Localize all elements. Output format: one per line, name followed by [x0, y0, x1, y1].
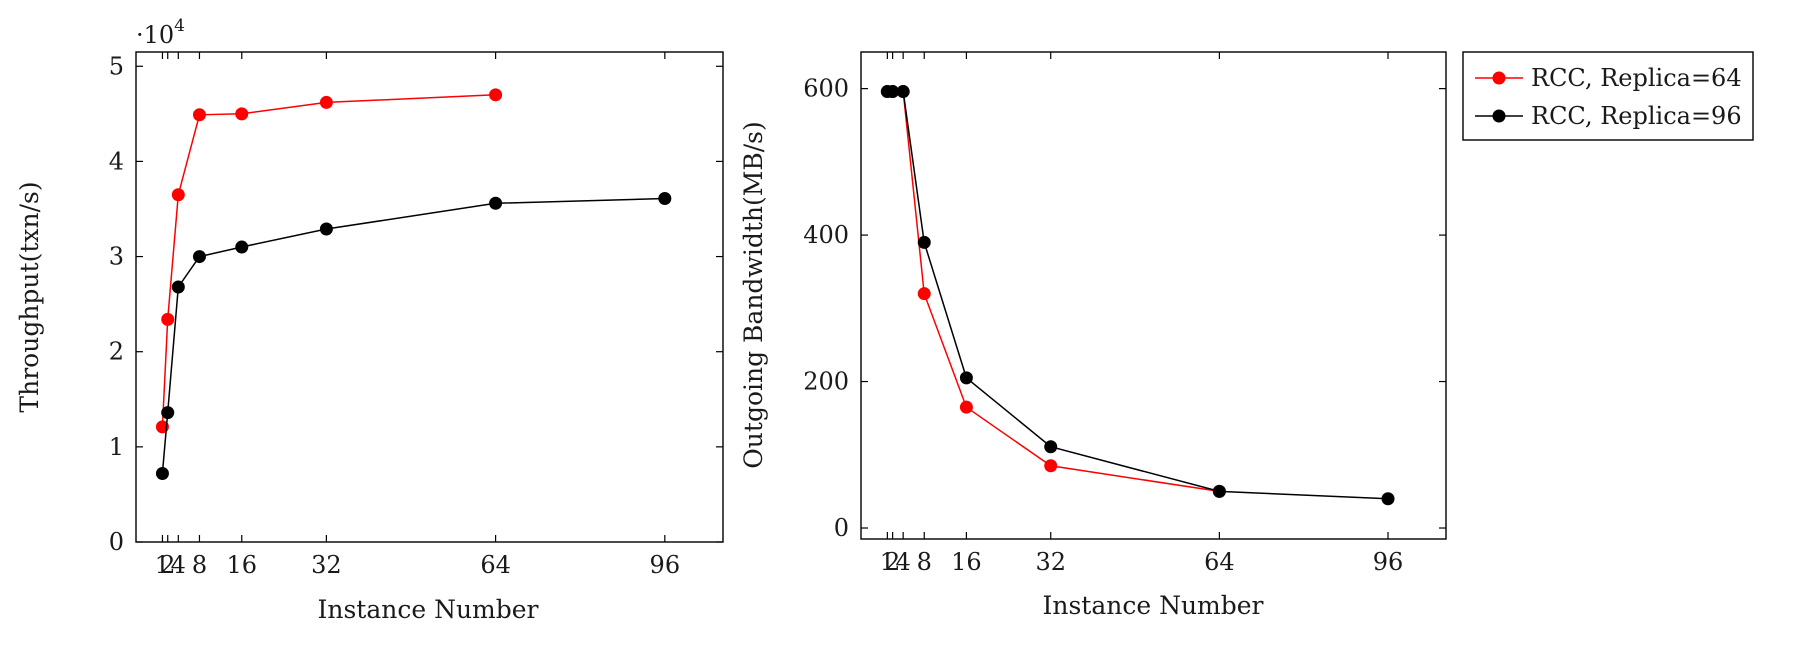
- bandwidth-point-replica-96: [896, 85, 910, 99]
- legend-label-replica-96: RCC, Replica=96: [1531, 102, 1742, 130]
- bandwidth-line-replica-64: [887, 90, 1220, 493]
- bandwidth-ticks: 124 8 16 32 64 96 0 200 400 600: [803, 52, 1446, 576]
- throughput-x-tick-label: 96: [650, 551, 681, 579]
- throughput-point-replica-96: [658, 192, 672, 206]
- bandwidth-chart: 124 8 16 32 64 96 0 200 400 600 Instance Number O…: [739, 51, 1447, 620]
- throughput-y-tick-label: 5: [109, 52, 124, 80]
- legend-marker-replica-96: [1492, 109, 1506, 123]
- legend: RCC, Replica=64 RCC, Replica=96: [1462, 51, 1754, 141]
- throughput-point-replica-64: [235, 107, 249, 121]
- bandwidth-y-tick-label: 400: [803, 221, 849, 249]
- bandwidth-y-tick-label: 0: [834, 514, 849, 542]
- throughput-y-tick-label: 4: [109, 147, 124, 175]
- bandwidth-plot-frame: [860, 51, 1447, 540]
- bandwidth-point-replica-96: [886, 85, 900, 99]
- bandwidth-point-replica-96: [1381, 492, 1395, 506]
- throughput-y-tick-label: 2: [109, 338, 124, 366]
- throughput-x-tick-label: 8: [192, 551, 207, 579]
- legend-marker-replica-64: [1492, 71, 1506, 85]
- bandwidth-x-tick-label: 32: [1035, 548, 1066, 576]
- throughput-x-tick-label: 1: [155, 551, 170, 579]
- throughput-point-replica-96: [155, 466, 169, 480]
- bandwidth-x-tick-label: 2: [885, 548, 900, 576]
- throughput-point-replica-64: [489, 88, 503, 102]
- throughput-y-scale-label: ·104: [136, 16, 185, 49]
- throughput-y-tick-label: 3: [109, 243, 124, 271]
- throughput-x-tick-label: 2: [160, 551, 175, 579]
- throughput-point-replica-64: [192, 108, 206, 122]
- throughput-x-tick-label: 64: [480, 551, 511, 579]
- throughput-x-tick-label: 4: [171, 551, 186, 579]
- bandwidth-x-tick-label: 8: [917, 548, 932, 576]
- throughput-point-replica-64: [171, 188, 185, 202]
- bandwidth-x-tick-label: 4: [896, 548, 911, 576]
- bandwidth-point-replica-96: [1044, 440, 1058, 454]
- throughput-series: [155, 88, 672, 480]
- legend-entry-replica-96: RCC, Replica=96: [1475, 102, 1742, 130]
- bandwidth-point-replica-64: [917, 287, 931, 301]
- bandwidth-line-replica-96: [887, 90, 1389, 500]
- bandwidth-x-tick-label: 96: [1373, 548, 1404, 576]
- throughput-x-tick-label: 16: [226, 551, 257, 579]
- throughput-point-replica-96: [161, 406, 175, 420]
- throughput-point-replica-96: [235, 240, 249, 254]
- throughput-point-replica-96: [319, 222, 333, 236]
- bandwidth-series: [880, 85, 1395, 506]
- bandwidth-point-replica-96: [1212, 484, 1226, 498]
- bandwidth-point-replica-96: [917, 235, 931, 249]
- throughput-point-replica-96: [489, 196, 503, 210]
- bandwidth-y-tick-label: 600: [803, 75, 849, 103]
- bandwidth-y-tick-label: 200: [803, 368, 849, 396]
- throughput-x-tick-label: 32: [311, 551, 342, 579]
- legend-label-replica-64: RCC, Replica=64: [1531, 64, 1742, 92]
- bandwidth-point-replica-96: [959, 371, 973, 385]
- throughput-point-replica-96: [192, 250, 206, 264]
- bandwidth-y-axis-label: Outgoing Bandwidth(MB/s): [739, 121, 768, 468]
- throughput-line-replica-96: [161, 197, 665, 474]
- throughput-y-axis-label: Throughput(txn/s): [15, 181, 44, 412]
- bandwidth-x-axis-label: Instance Number: [1042, 591, 1263, 620]
- legend-box: [1462, 51, 1754, 141]
- throughput-point-replica-64: [161, 312, 175, 326]
- throughput-x-axis-label: Instance Number: [317, 595, 538, 624]
- bandwidth-point-replica-64: [959, 400, 973, 414]
- throughput-point-replica-64: [319, 95, 333, 109]
- bandwidth-x-tick-label: 16: [951, 548, 982, 576]
- throughput-line-replica-64: [161, 94, 496, 427]
- throughput-y-tick-label: 1: [109, 433, 124, 461]
- legend-entry-replica-64: RCC, Replica=64: [1475, 64, 1742, 92]
- bandwidth-x-tick-label: 64: [1204, 548, 1235, 576]
- bandwidth-point-replica-64: [1044, 459, 1058, 473]
- bandwidth-x-tick-label: 1: [880, 548, 895, 576]
- throughput-y-tick-label: 0: [109, 528, 124, 556]
- throughput-plot-frame: [135, 51, 724, 543]
- throughput-point-replica-96: [171, 280, 185, 294]
